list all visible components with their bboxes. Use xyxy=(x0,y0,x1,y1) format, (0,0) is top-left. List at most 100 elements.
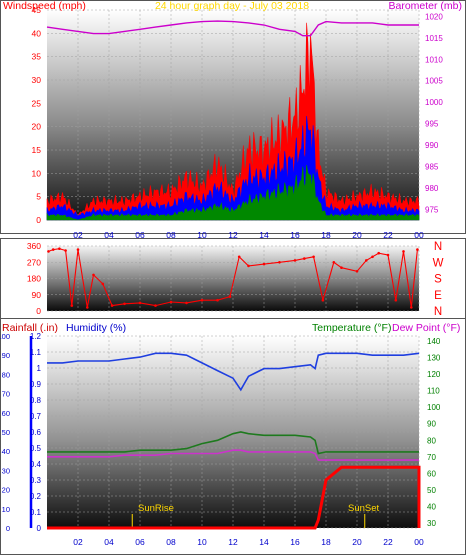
direction-point xyxy=(247,264,250,268)
barometer-y-tick: 1015 xyxy=(425,34,443,43)
wind-y-tick: 25 xyxy=(32,98,42,108)
rainfall-y-tick: 0.1 xyxy=(30,508,42,517)
wind-y-tick: 5 xyxy=(36,192,41,202)
chart-marks xyxy=(29,20,421,530)
wind-series-wind-avg xyxy=(46,115,420,221)
temperature-y-tick: 130 xyxy=(427,354,441,363)
compass-label-w: W xyxy=(433,257,444,269)
direction-y-tick: 180 xyxy=(27,274,41,284)
barometer-y-tick: 975 xyxy=(425,205,439,214)
compass-label-n: N xyxy=(434,306,442,318)
humidity-y-tick: 10 xyxy=(2,505,10,514)
direction-point xyxy=(64,249,67,252)
direction-point xyxy=(76,248,80,251)
direction-point xyxy=(402,250,405,253)
rainfall-y-tick: 1 xyxy=(37,364,42,373)
wind-y-tick: 30 xyxy=(32,75,42,85)
direction-point xyxy=(185,301,188,305)
humidity-y-tick: 20 xyxy=(2,486,10,495)
barometer-y-tick: 1020 xyxy=(425,12,443,21)
barometer-axis-label: Barometer (mb) xyxy=(388,0,462,12)
direction-point xyxy=(340,266,343,270)
humidity-y-tick: 0 xyxy=(6,524,10,533)
temperature-y-tick: 140 xyxy=(427,337,441,346)
wind-x-tick: 00 xyxy=(414,230,424,240)
weather-x-tick: 14 xyxy=(259,537,269,547)
direction-point xyxy=(228,295,232,298)
direction-point xyxy=(101,282,105,286)
temperature-axis-label: Temperature (°F) xyxy=(312,322,391,334)
wind-x-tick: 08 xyxy=(166,230,176,240)
humidity-y-tick: 100 xyxy=(0,332,10,341)
wind-x-tick: 22 xyxy=(383,230,393,240)
direction-point xyxy=(321,298,325,302)
sunrise-label: SunRise xyxy=(138,503,174,514)
barometer-y-tick: 980 xyxy=(425,184,439,193)
wind-y-tick: 35 xyxy=(32,52,42,62)
weather-x-tick: 06 xyxy=(135,537,145,547)
direction-point xyxy=(377,251,381,255)
wind-x-tick: 14 xyxy=(259,230,269,240)
direction-point xyxy=(70,304,74,307)
humidity-y-tick: 90 xyxy=(2,351,10,360)
weather-x-tick: 10 xyxy=(197,537,207,547)
rainfall-y-tick: 0.6 xyxy=(30,428,42,437)
compass-label-e: E xyxy=(434,290,442,302)
barometer-y-tick: 995 xyxy=(425,120,439,129)
barometer-y-tick: 1010 xyxy=(425,55,443,64)
direction-point xyxy=(58,247,61,250)
rainfall-y-tick: 0.5 xyxy=(30,444,42,453)
weather-x-tick: 16 xyxy=(290,537,300,547)
barometer-y-tick: 1005 xyxy=(425,77,443,86)
direction-y-tick: 360 xyxy=(27,241,41,251)
direction-point xyxy=(200,298,204,302)
wind-x-tick: 12 xyxy=(228,230,238,240)
rainfall-y-tick: 0.7 xyxy=(30,412,42,421)
wind-axis-label: Windspeed (mph) xyxy=(3,0,86,12)
humidity-y-tick: 30 xyxy=(2,466,10,475)
weather-x-tick: 02 xyxy=(73,537,83,547)
temperature-y-tick: 120 xyxy=(427,370,441,379)
direction-point xyxy=(110,304,114,307)
direction-point xyxy=(47,250,50,253)
direction-point xyxy=(371,255,374,259)
wind-x-tick: 20 xyxy=(352,230,362,240)
barometer-y-tick: 985 xyxy=(425,162,439,171)
weather-x-tick: 18 xyxy=(321,537,331,547)
wind-y-tick: 15 xyxy=(32,145,42,155)
wind-y-tick: 10 xyxy=(32,168,42,178)
barometer-y-tick: 1000 xyxy=(425,98,443,107)
humidity-y-tick: 70 xyxy=(2,390,10,399)
direction-point xyxy=(332,261,336,264)
temperature-y-tick: 60 xyxy=(427,469,436,478)
direction-point xyxy=(169,300,173,304)
weather-x-tick: 12 xyxy=(228,537,238,547)
weather-x-tick: 04 xyxy=(104,537,114,547)
wind-x-tick: 06 xyxy=(135,230,145,240)
humidity-y-tick: 80 xyxy=(2,370,10,379)
direction-y-tick: 90 xyxy=(32,290,42,300)
sunset-label: SunSet xyxy=(348,503,380,514)
direction-y-tick: 0 xyxy=(36,306,41,316)
temperature-y-tick: 50 xyxy=(427,486,436,495)
temperature-y-tick: 70 xyxy=(427,453,436,462)
direction-point xyxy=(303,257,306,260)
wind-x-tick: 18 xyxy=(321,230,331,240)
dew-point-line xyxy=(47,449,419,461)
rainfall-y-tick: 1.2 xyxy=(30,332,42,341)
direction-point xyxy=(216,298,219,302)
temperature-y-tick: 100 xyxy=(427,403,441,412)
rainfall-y-tick: 0.9 xyxy=(30,380,42,389)
wind-series-wind-low xyxy=(46,165,420,221)
wind-series-wind-gust xyxy=(46,22,420,221)
weather-x-tick: 08 xyxy=(166,537,176,547)
temperature-y-tick: 80 xyxy=(427,436,436,445)
direction-point xyxy=(394,298,398,302)
weather-x-tick: 22 xyxy=(383,537,393,547)
direction-point xyxy=(278,261,281,264)
wind-y-tick: 45 xyxy=(32,5,42,15)
direction-y-tick: 270 xyxy=(27,257,41,267)
wind-x-tick: 16 xyxy=(290,230,300,240)
rainfall-y-tick: 0.2 xyxy=(30,492,42,501)
